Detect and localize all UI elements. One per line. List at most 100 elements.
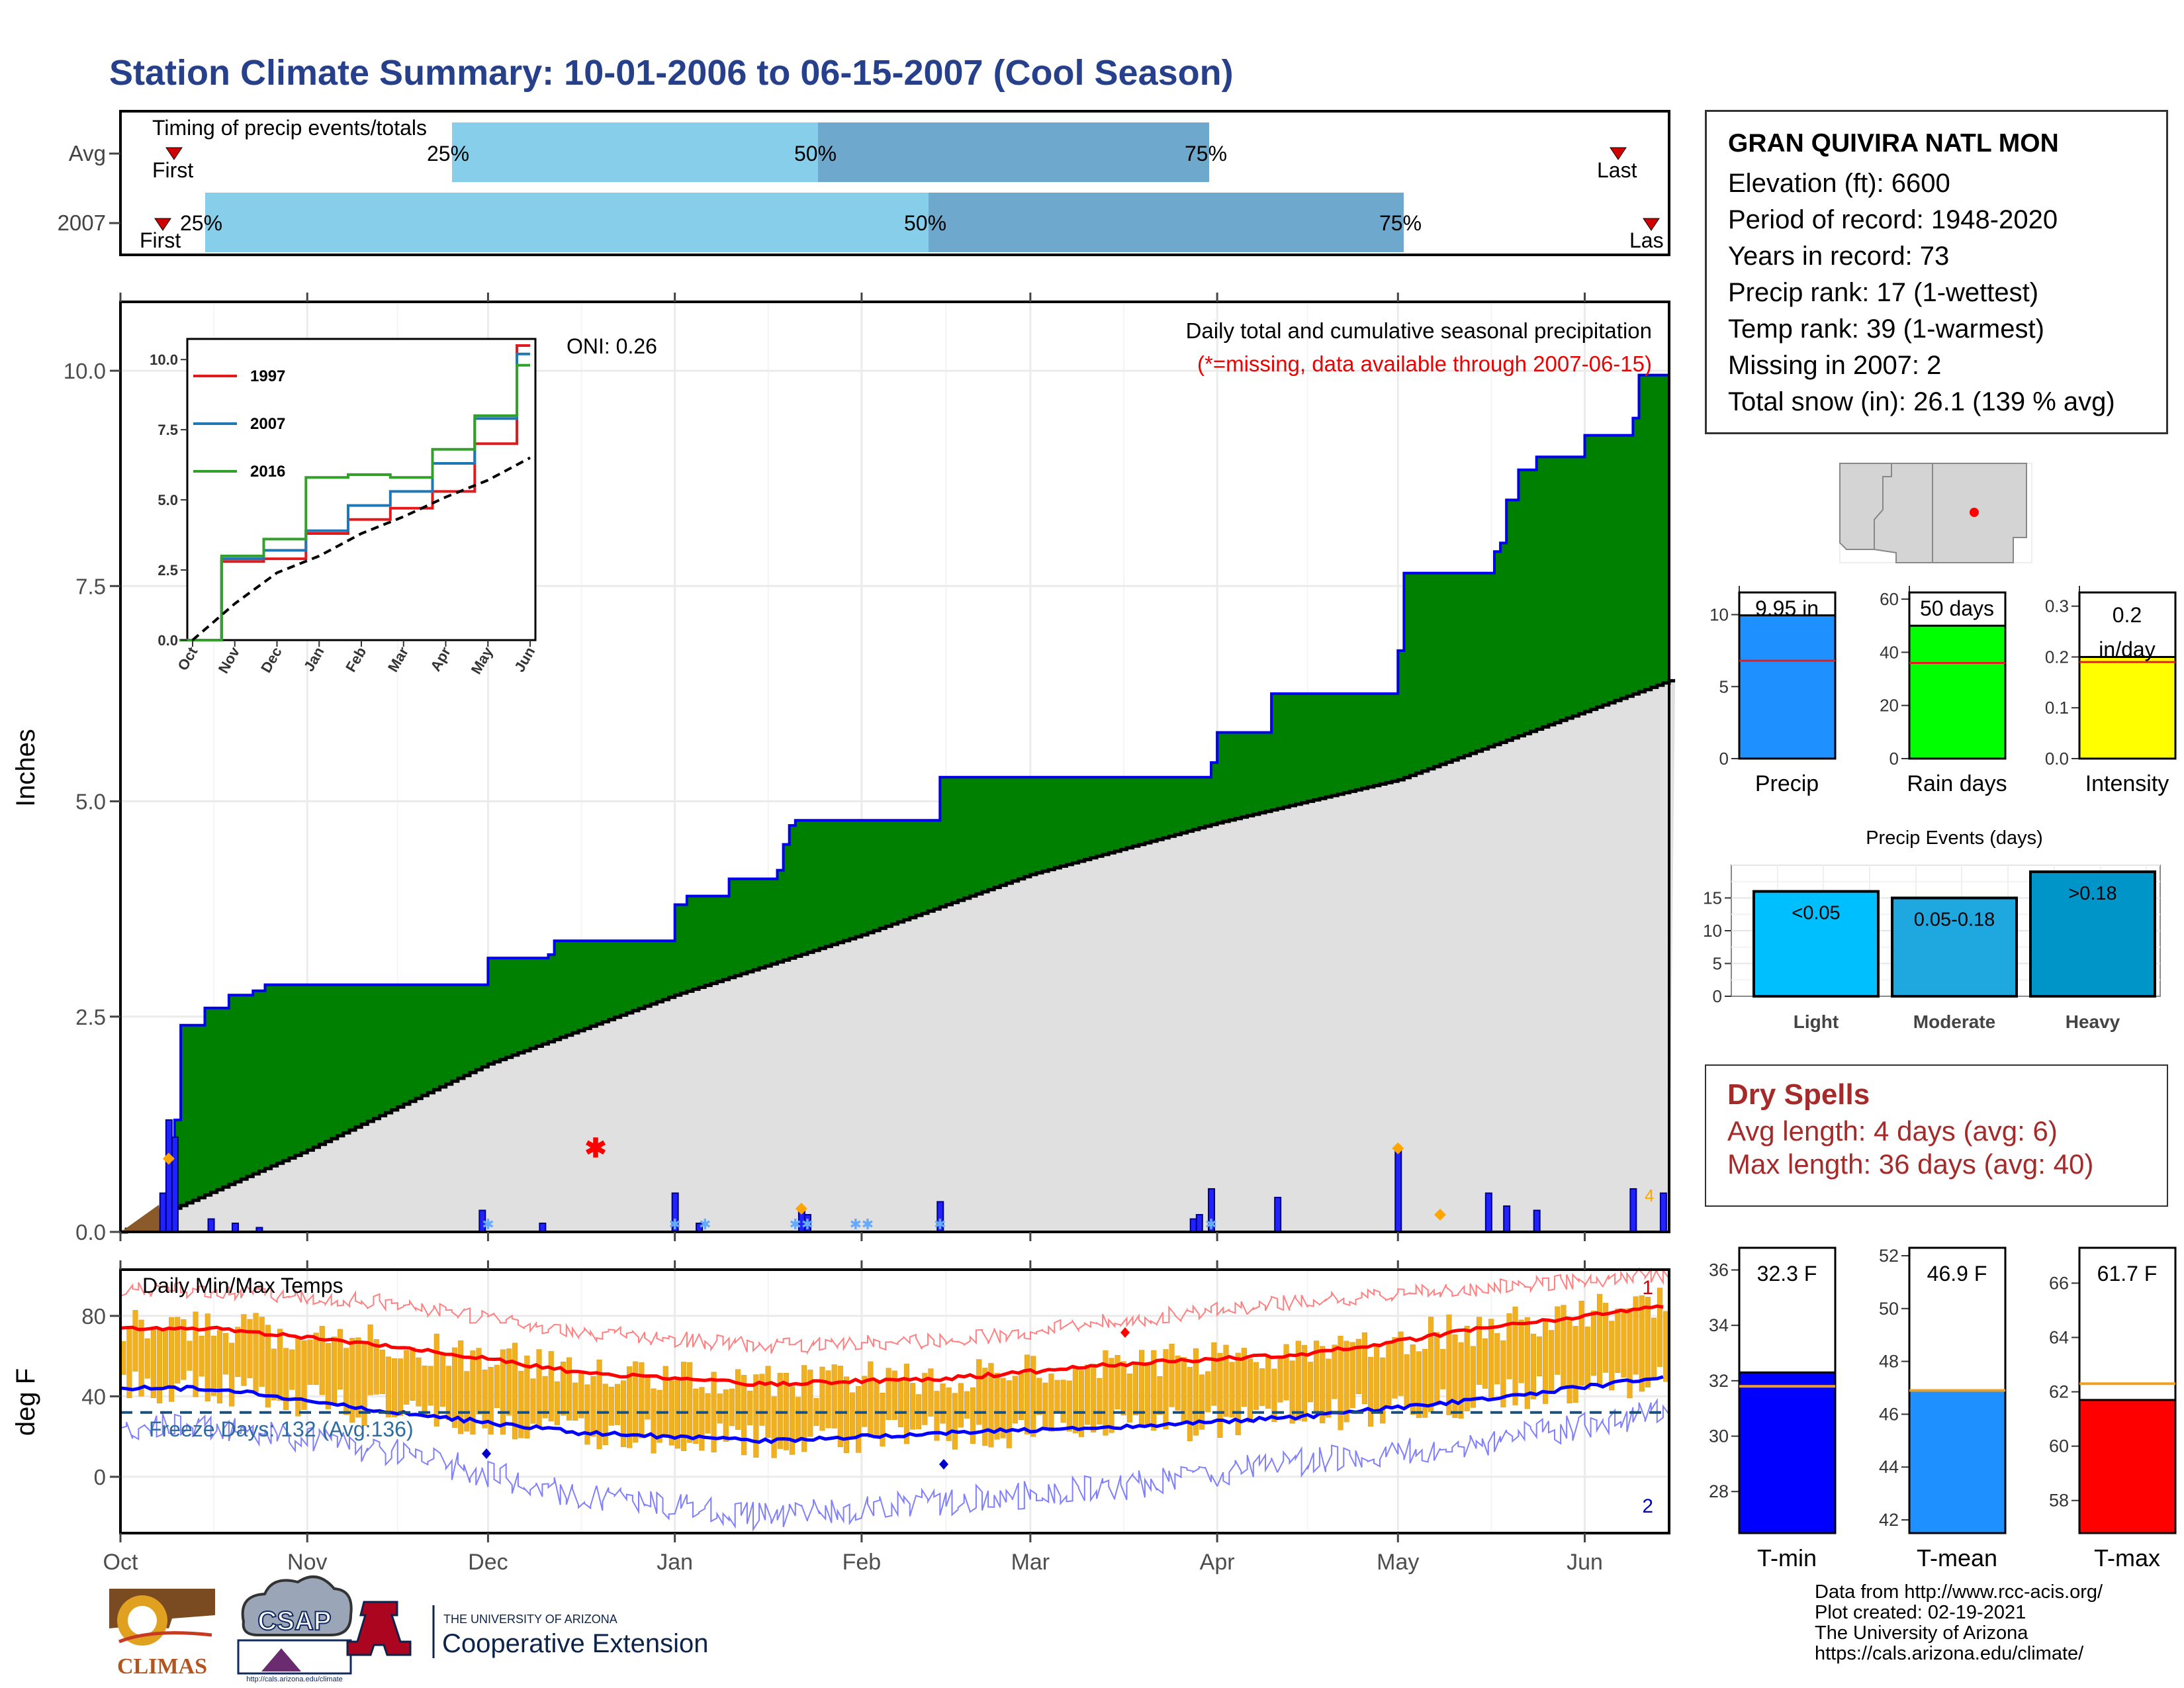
freeze-days-label: Freeze Days: 132 (Avg:136) bbox=[149, 1417, 414, 1441]
temp-range-bar bbox=[1578, 1301, 1584, 1386]
temp-range-bar bbox=[837, 1366, 843, 1448]
temp-range-bar bbox=[560, 1362, 567, 1416]
inset-y-tick-label: 7.5 bbox=[158, 422, 178, 438]
temp-range-bar bbox=[428, 1366, 433, 1406]
dry-spells-title: Dry Spells bbox=[1727, 1078, 1870, 1111]
month-tick-label: Dec bbox=[468, 1550, 508, 1575]
temp-range-bar bbox=[554, 1381, 560, 1425]
events-bar bbox=[2029, 870, 2156, 998]
temp-range-bar bbox=[759, 1374, 765, 1426]
daily-precip-bar bbox=[1659, 1192, 1667, 1233]
record-min-line bbox=[120, 1397, 1670, 1532]
timing-avg-q2-bar bbox=[818, 122, 1209, 182]
station-temp-rank: Temp rank: 39 (1-warmest) bbox=[1728, 314, 2044, 344]
temp-y-axis: 0 40 80 bbox=[81, 1304, 120, 1489]
temp-summary-tick-label: 48 bbox=[1879, 1352, 1899, 1372]
temp-range-bar bbox=[572, 1382, 578, 1421]
mini-bar-label: Precip bbox=[1755, 771, 1819, 796]
temp-range-bar bbox=[542, 1376, 548, 1419]
month-x-axis: Oct Nov Dec Jan Feb Mar Apr May Jun bbox=[103, 1260, 1603, 1575]
temp-range-bar bbox=[717, 1393, 723, 1424]
temp-range-bar bbox=[404, 1350, 410, 1405]
precip-legend-line1: Daily total and cumulative seasonal prec… bbox=[1186, 318, 1652, 343]
precip-y-label: Inches bbox=[11, 729, 40, 807]
temp-range-bar bbox=[1132, 1362, 1139, 1416]
station-years: Years in record: 73 bbox=[1728, 242, 1950, 271]
temp-summary-tick-label: 46 bbox=[1879, 1404, 1899, 1424]
temp-range-bar bbox=[1410, 1344, 1416, 1415]
temp-y-label: deg F bbox=[11, 1368, 40, 1436]
missing-data-marker: ✱ bbox=[584, 1134, 607, 1163]
average-min-line bbox=[120, 1375, 1664, 1444]
record-max-line bbox=[120, 1266, 1670, 1356]
csap-text: CSAP bbox=[257, 1607, 331, 1636]
temp-range-bar bbox=[1277, 1358, 1283, 1403]
temp-range-bar bbox=[319, 1326, 325, 1395]
dry-spells-line2: Max length: 36 days (avg: 40) bbox=[1727, 1149, 2094, 1180]
daily-precip-bar bbox=[1484, 1192, 1492, 1233]
mini-bar-tick-label: 0.2 bbox=[2045, 647, 2069, 667]
temp-range-bar bbox=[162, 1328, 169, 1389]
credit-line-3: The University of Arizona bbox=[1815, 1622, 2028, 1644]
events-y-tick-label: 5 bbox=[1713, 954, 1722, 974]
temp-range-bar bbox=[530, 1378, 536, 1424]
temp-y-tick-label: 0 bbox=[94, 1465, 106, 1489]
temp-range-bar bbox=[193, 1311, 199, 1397]
temp-range-bar bbox=[614, 1383, 620, 1425]
trace-marker: ✱ bbox=[699, 1216, 711, 1233]
temp-range-bar bbox=[994, 1372, 1000, 1440]
precip-frame bbox=[119, 301, 1670, 1233]
mini-bar-label: Intensity bbox=[2085, 771, 2169, 796]
temp-range-bar bbox=[1109, 1358, 1115, 1433]
temp-range-bar bbox=[1295, 1340, 1301, 1421]
timing-2007-last-marker bbox=[1643, 218, 1660, 231]
temp-summary-tick-label: 36 bbox=[1709, 1260, 1729, 1280]
timing-avg-p25: 25% bbox=[427, 142, 469, 165]
daily-precip-bar bbox=[207, 1218, 215, 1233]
temp-range-bar bbox=[1012, 1376, 1018, 1424]
temp-range-bar bbox=[452, 1347, 458, 1428]
temp-range-bar bbox=[1536, 1336, 1543, 1377]
temp-range-bar bbox=[1048, 1374, 1054, 1432]
temp-range-bar bbox=[1452, 1334, 1458, 1418]
mini-bar-tick-label: 0.1 bbox=[2045, 698, 2069, 718]
temp-range-bar bbox=[1416, 1351, 1422, 1419]
temp-summary-tick-label: 34 bbox=[1709, 1315, 1729, 1335]
temp-range-bar bbox=[488, 1367, 494, 1434]
temp-range-bar bbox=[283, 1348, 289, 1411]
snow-marker bbox=[1434, 1208, 1447, 1221]
month-tick-label: Jan bbox=[657, 1550, 693, 1575]
temp-range-bar bbox=[138, 1319, 144, 1397]
mini-bar-value-text: 50 days bbox=[1920, 596, 1994, 620]
temp-range-bar bbox=[1326, 1358, 1332, 1418]
csap-logo: CSAP http://cals.arizona.edu/climate bbox=[237, 1575, 353, 1683]
station-missing: Missing in 2007: 2 bbox=[1728, 351, 1942, 380]
temp-range-bar bbox=[1169, 1344, 1175, 1407]
temp-range-bar bbox=[1349, 1342, 1355, 1409]
temp-range-bar bbox=[271, 1348, 277, 1401]
temp-range-bar bbox=[439, 1354, 445, 1407]
temp-range-bar bbox=[952, 1393, 958, 1450]
inset-legend-label: 2016 bbox=[250, 463, 285, 481]
station-precip-rank: Precip rank: 17 (1-wettest) bbox=[1728, 278, 2039, 307]
snow-marker bbox=[162, 1152, 175, 1165]
temp-range-bar bbox=[958, 1383, 964, 1428]
temp-range-bar bbox=[1609, 1321, 1615, 1391]
temp-range-bar bbox=[1458, 1342, 1464, 1419]
temp-range-bar bbox=[518, 1370, 524, 1438]
temp-range-bar bbox=[1247, 1358, 1253, 1423]
temp-range-bar bbox=[1223, 1344, 1229, 1417]
timing-avg-p50: 50% bbox=[794, 142, 837, 165]
temp-range-bar bbox=[216, 1330, 223, 1404]
daily-precip-bar bbox=[171, 1136, 179, 1233]
temp-summary-value-text: 61.7 F bbox=[2097, 1262, 2158, 1286]
temp-range-bar bbox=[1085, 1364, 1091, 1425]
temp-range-bar bbox=[1567, 1319, 1572, 1404]
temp-range-bar bbox=[693, 1388, 699, 1444]
temp-range-bar bbox=[796, 1397, 801, 1441]
temp-range-bar bbox=[548, 1351, 554, 1422]
temp-range-bar bbox=[1446, 1314, 1452, 1415]
temp-summary-value bbox=[2078, 1399, 2177, 1534]
temp-range-bar bbox=[391, 1358, 398, 1417]
